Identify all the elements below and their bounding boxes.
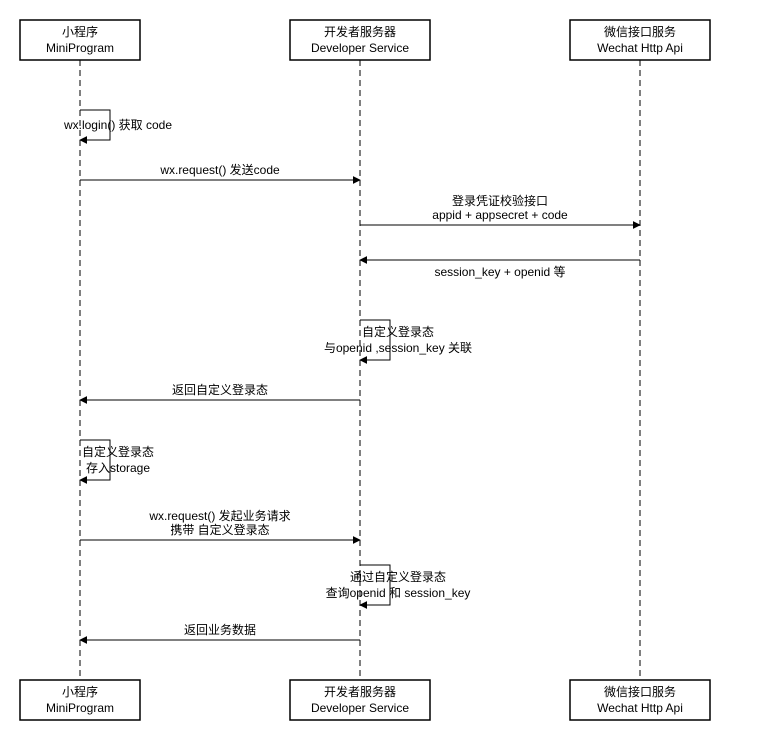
actor-title1-wechat: 微信接口服务 (604, 684, 676, 699)
actor-title2-dev: Developer Service (311, 41, 409, 55)
sequence-diagram: 小程序 MiniProgram 开发者服务器 Developer Service 微信接… (0, 0, 775, 740)
actor-title1-dev: 开发者服务器 (324, 24, 396, 39)
actor-title1-wechat: 微信接口服务 (604, 24, 676, 39)
actor-title1-mini: 小程序 (62, 684, 98, 699)
msg-label-3: session_key + openid 等 (434, 265, 565, 279)
actor-title2-dev: Developer Service (311, 701, 409, 715)
self-label1-8: 通过自定义登录态 (350, 569, 446, 584)
msg-label2-7: 携带 自定义登录态 (170, 522, 269, 537)
actor-title2-mini: MiniProgram (46, 41, 114, 55)
self-label2-8: 查询openid 和 session_key (326, 586, 471, 600)
msg-label-1: wx.request() 发送code (159, 162, 280, 177)
actor-title2-mini: MiniProgram (46, 701, 114, 715)
self-label1-4: 自定义登录态 (362, 324, 434, 339)
self-label2-4: 与openid ,session_key 关联 (324, 341, 472, 355)
msg-label-9: 返回业务数据 (184, 622, 256, 637)
self-label-0: wx.login() 获取 code (63, 118, 172, 132)
self-label1-6: 自定义登录态 (82, 444, 154, 459)
actor-title1-dev: 开发者服务器 (324, 684, 396, 699)
msg-label1-7: wx.request() 发起业务请求 (148, 508, 290, 523)
self-label2-6: 存入storage (86, 461, 150, 475)
actor-title2-wechat: Wechat Http Api (597, 41, 683, 55)
actor-title1-mini: 小程序 (62, 24, 98, 39)
msg-label1-2: 登录凭证校验接口 (452, 193, 548, 208)
msg-label2-2: appid + appsecret + code (432, 208, 568, 222)
msg-label-5: 返回自定义登录态 (172, 382, 268, 397)
actor-title2-wechat: Wechat Http Api (597, 701, 683, 715)
